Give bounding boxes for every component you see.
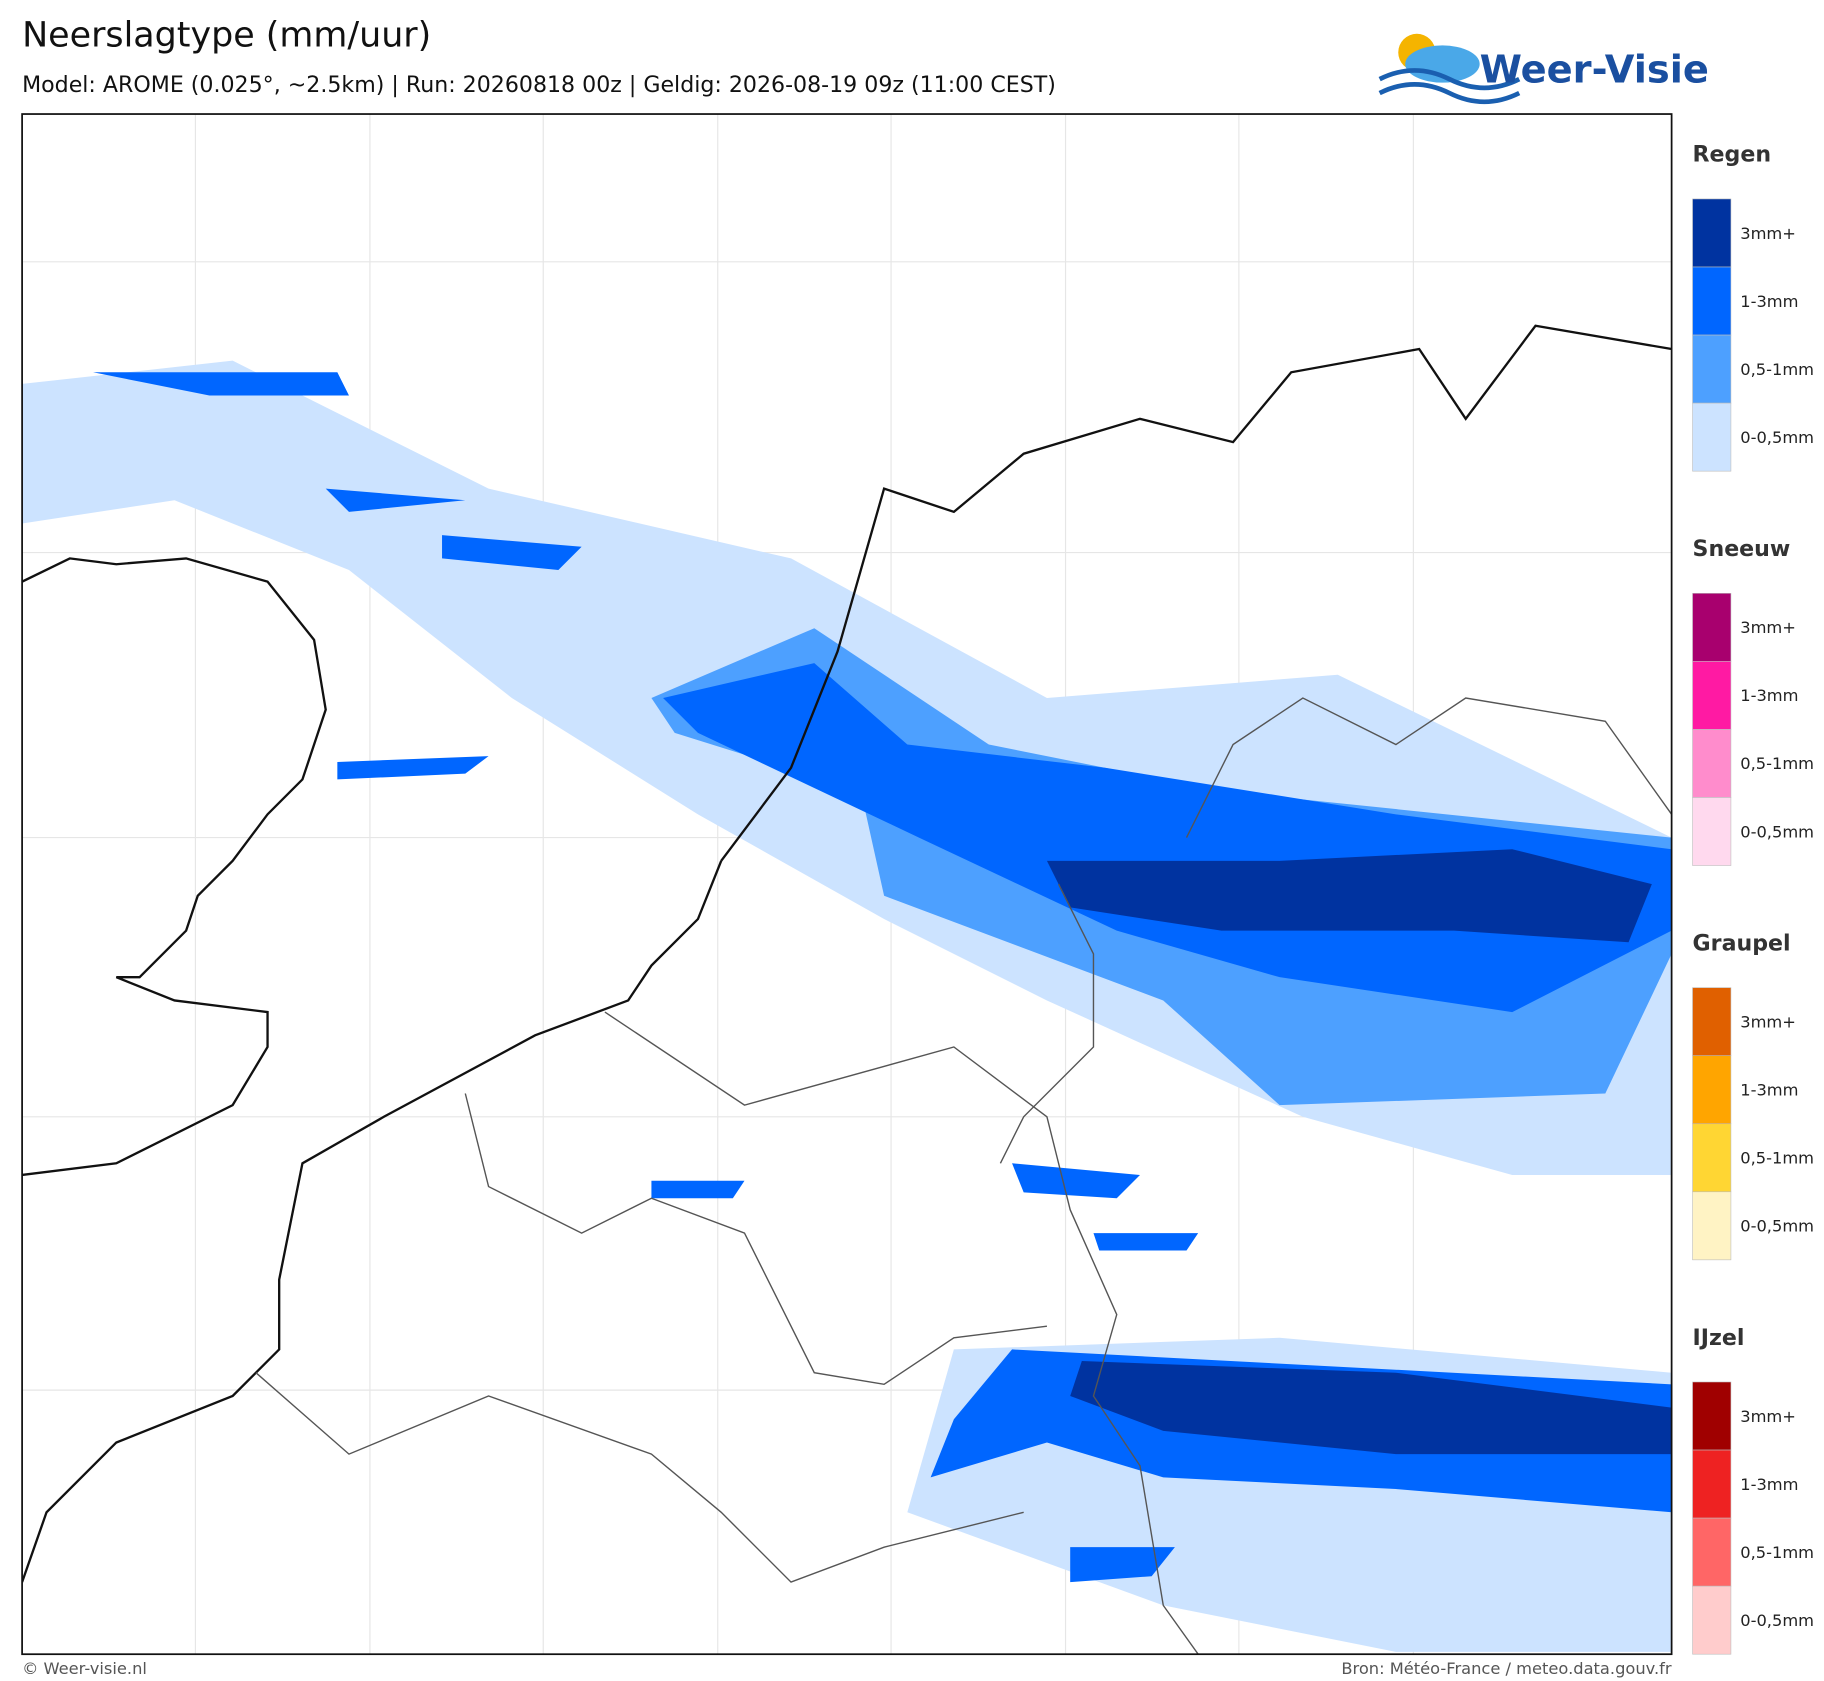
logo-text: Weer-Visie xyxy=(1480,48,1709,93)
legend-swatch xyxy=(1692,198,1732,268)
logo: Weer-Visie xyxy=(1378,33,1709,105)
legend-label: 0-0,5mm xyxy=(1740,1611,1814,1630)
map xyxy=(22,114,1672,1655)
legend-swatch xyxy=(1692,661,1732,730)
legend-swatch xyxy=(1692,334,1732,404)
legend-label: 1-3mm xyxy=(1740,686,1798,705)
legend-label: 3mm+ xyxy=(1740,1012,1796,1031)
legend-swatch xyxy=(1692,729,1732,798)
legend-label: 1-3mm xyxy=(1740,292,1798,311)
legend-label: 1-3mm xyxy=(1740,1081,1798,1100)
legend-swatch xyxy=(1692,1055,1732,1125)
legend-swatch xyxy=(1692,987,1732,1056)
legend-label: 0,5-1mm xyxy=(1740,1149,1814,1168)
legend-label: 0,5-1mm xyxy=(1740,1543,1814,1562)
subtitle: Model: AROME (0.025°, ~2.5km) | Run: 202… xyxy=(22,72,1056,98)
legend-title: Sneeuw xyxy=(1693,536,1791,562)
legend-label: 0,5-1mm xyxy=(1740,754,1814,773)
legend-label: 3mm+ xyxy=(1740,1407,1796,1426)
legend-swatch xyxy=(1692,1123,1732,1193)
title: Neerslagtype (mm/uur) xyxy=(22,16,431,56)
footer-left: © Weer-visie.nl xyxy=(22,1659,147,1678)
legend-swatch xyxy=(1692,593,1732,662)
legend-swatch xyxy=(1692,1517,1732,1587)
legend-swatch xyxy=(1692,1191,1732,1261)
legend-label: 0-0,5mm xyxy=(1740,428,1814,447)
legend-swatch xyxy=(1692,266,1732,336)
legend-swatch xyxy=(1692,1381,1732,1451)
legend-title: IJzel xyxy=(1693,1325,1745,1351)
legend-label: 0-0,5mm xyxy=(1740,822,1814,841)
map-frame xyxy=(21,113,1673,1656)
legend-title: Regen xyxy=(1693,142,1772,168)
legend-swatch xyxy=(1692,402,1732,472)
legend-swatch xyxy=(1692,797,1732,866)
legend-label: 0-0,5mm xyxy=(1740,1217,1814,1236)
legend-label: 3mm+ xyxy=(1740,224,1796,243)
footer-right: Bron: Météo-France / meteo.data.gouv.fr xyxy=(1341,1659,1672,1678)
legend-label: 3mm+ xyxy=(1740,618,1796,637)
legend-title: Graupel xyxy=(1693,930,1791,956)
legend-swatch xyxy=(1692,1585,1732,1655)
legend-label: 0,5-1mm xyxy=(1740,360,1814,379)
legend-label: 1-3mm xyxy=(1740,1475,1798,1494)
legend-swatch xyxy=(1692,1449,1732,1519)
